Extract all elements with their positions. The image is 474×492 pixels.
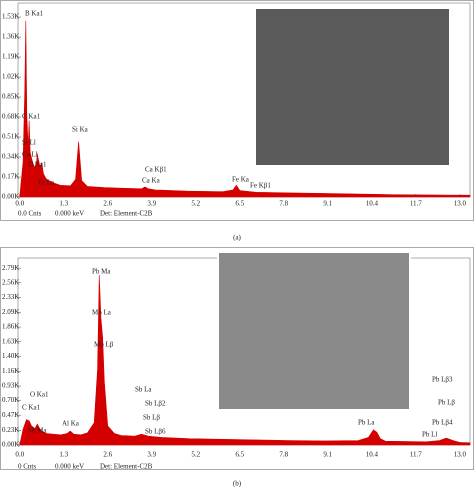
peak-label: Ca Kβ1 — [145, 166, 167, 174]
peak-label: B Ka1 — [25, 10, 44, 18]
sem-image — [217, 251, 411, 411]
peak-label: O Ka1 — [30, 391, 49, 399]
x-tick-label: 5.2 — [191, 200, 200, 208]
y-tick-label: 0.00K — [2, 193, 19, 201]
peak-label: Pb Lβ3 — [432, 376, 453, 384]
footer-text: 0.000 keV — [55, 210, 84, 218]
footer-text: 0.000 keV — [55, 463, 84, 471]
peak-label: Sb Ma — [28, 427, 47, 435]
y-tick-label: 0.23K — [2, 426, 19, 434]
panel-caption: (a) — [233, 234, 241, 242]
y-tick-label: 1.86K — [2, 323, 19, 331]
peak-label: Pb Lβ — [438, 399, 455, 407]
peak-label: Pb Lβ4 — [432, 419, 453, 427]
footer-text: Det: Element-C2B — [100, 463, 153, 471]
y-tick-label: 1.53K — [2, 13, 19, 21]
x-tick-label: 7.8 — [279, 451, 288, 459]
x-tick-label: 3.9 — [147, 200, 156, 208]
peak-label: Pb La — [358, 419, 375, 427]
peak-label: O Ka1 — [28, 161, 47, 169]
peak-label: Si Ll — [22, 139, 36, 147]
peak-label: Pb Ma — [92, 268, 111, 276]
y-tick-label: 1.36K — [2, 33, 19, 41]
peak-label: Fe La — [38, 179, 55, 187]
x-tick-label: 7.8 — [279, 200, 288, 208]
spectrum — [19, 20, 471, 198]
peak-label: C Ka1 — [22, 404, 41, 412]
footer-text: 0 Cnts — [18, 463, 36, 471]
y-tick-label: 2.33K — [2, 293, 19, 301]
y-tick-label: 1.63K — [2, 337, 19, 345]
x-tick-label: 10.4 — [366, 451, 379, 459]
x-tick-label: 13.0 — [454, 451, 467, 459]
y-tick-label: 0.17K — [2, 173, 19, 181]
x-tick-label: 13.0 — [454, 200, 467, 208]
x-tick-label: 2.6 — [103, 200, 112, 208]
y-tick-label: 0.47K — [2, 411, 19, 419]
y-tick-label: 0.70K — [2, 396, 19, 404]
y-tick-label: 1.16K — [2, 367, 19, 375]
sem-image — [254, 7, 451, 167]
y-tick-label: 0.34K — [2, 153, 19, 161]
y-tick-label: 2.79K — [2, 264, 19, 272]
peak-label: Fe Kβ1 — [250, 182, 271, 190]
peak-label: Si Ka — [72, 126, 89, 134]
peak-label: C Ka1 — [22, 113, 41, 121]
peak-label: Pb Ll — [422, 431, 437, 439]
x-tick-label: 5.2 — [191, 451, 200, 459]
y-tick-label: 0.68K — [2, 113, 19, 121]
x-tick-label: 0.0 — [15, 451, 24, 459]
peak-label: Mo La — [92, 309, 112, 317]
x-tick-label: 10.4 — [366, 200, 379, 208]
x-tick-label: 3.9 — [147, 451, 156, 459]
peak-label: Ca Ll — [22, 151, 38, 159]
panel-caption: (b) — [233, 480, 242, 487]
x-tick-label: 11.7 — [410, 451, 422, 459]
x-tick-label: 6.5 — [235, 200, 244, 208]
y-tick-label: 1.02K — [2, 73, 19, 81]
y-tick-label: 0.85K — [2, 93, 19, 101]
peak-label: Al Ka — [62, 420, 80, 428]
y-tick-label: 0.51K — [2, 133, 19, 141]
x-tick-label: 1.3 — [59, 451, 68, 459]
y-tick-label: 0.93K — [2, 382, 19, 390]
peak-label: Sb La — [135, 386, 152, 394]
peak-label: Sb Lβ2 — [145, 400, 166, 408]
spectrum — [19, 275, 471, 446]
x-tick-label: 2.6 — [103, 451, 112, 459]
x-tick-label: 9.1 — [323, 200, 332, 208]
x-tick-label: 1.3 — [59, 200, 68, 208]
x-tick-label: 6.5 — [235, 451, 244, 459]
peak-label: Sb Lβ6 — [145, 428, 166, 436]
y-tick-label: 1.19K — [2, 53, 19, 61]
y-tick-label: 0.00K — [2, 441, 19, 449]
x-tick-label: 9.1 — [323, 451, 332, 459]
y-tick-label: 2.56K — [2, 278, 19, 286]
peak-label: Ca Ka — [142, 177, 161, 185]
y-tick-label: 2.09K — [2, 308, 19, 316]
peak-label: Sb Lβ — [143, 414, 160, 422]
peak-label: Mo Lβ — [94, 341, 114, 349]
y-tick-label: 1.40K — [2, 352, 19, 360]
peak-label: Fe Ka — [232, 176, 250, 184]
footer-text: Det: Element-C2B — [100, 210, 153, 218]
x-tick-label: 0.0 — [15, 200, 24, 208]
footer-text: 0.0 Cnts — [18, 210, 42, 218]
x-tick-label: 11.7 — [410, 200, 422, 208]
